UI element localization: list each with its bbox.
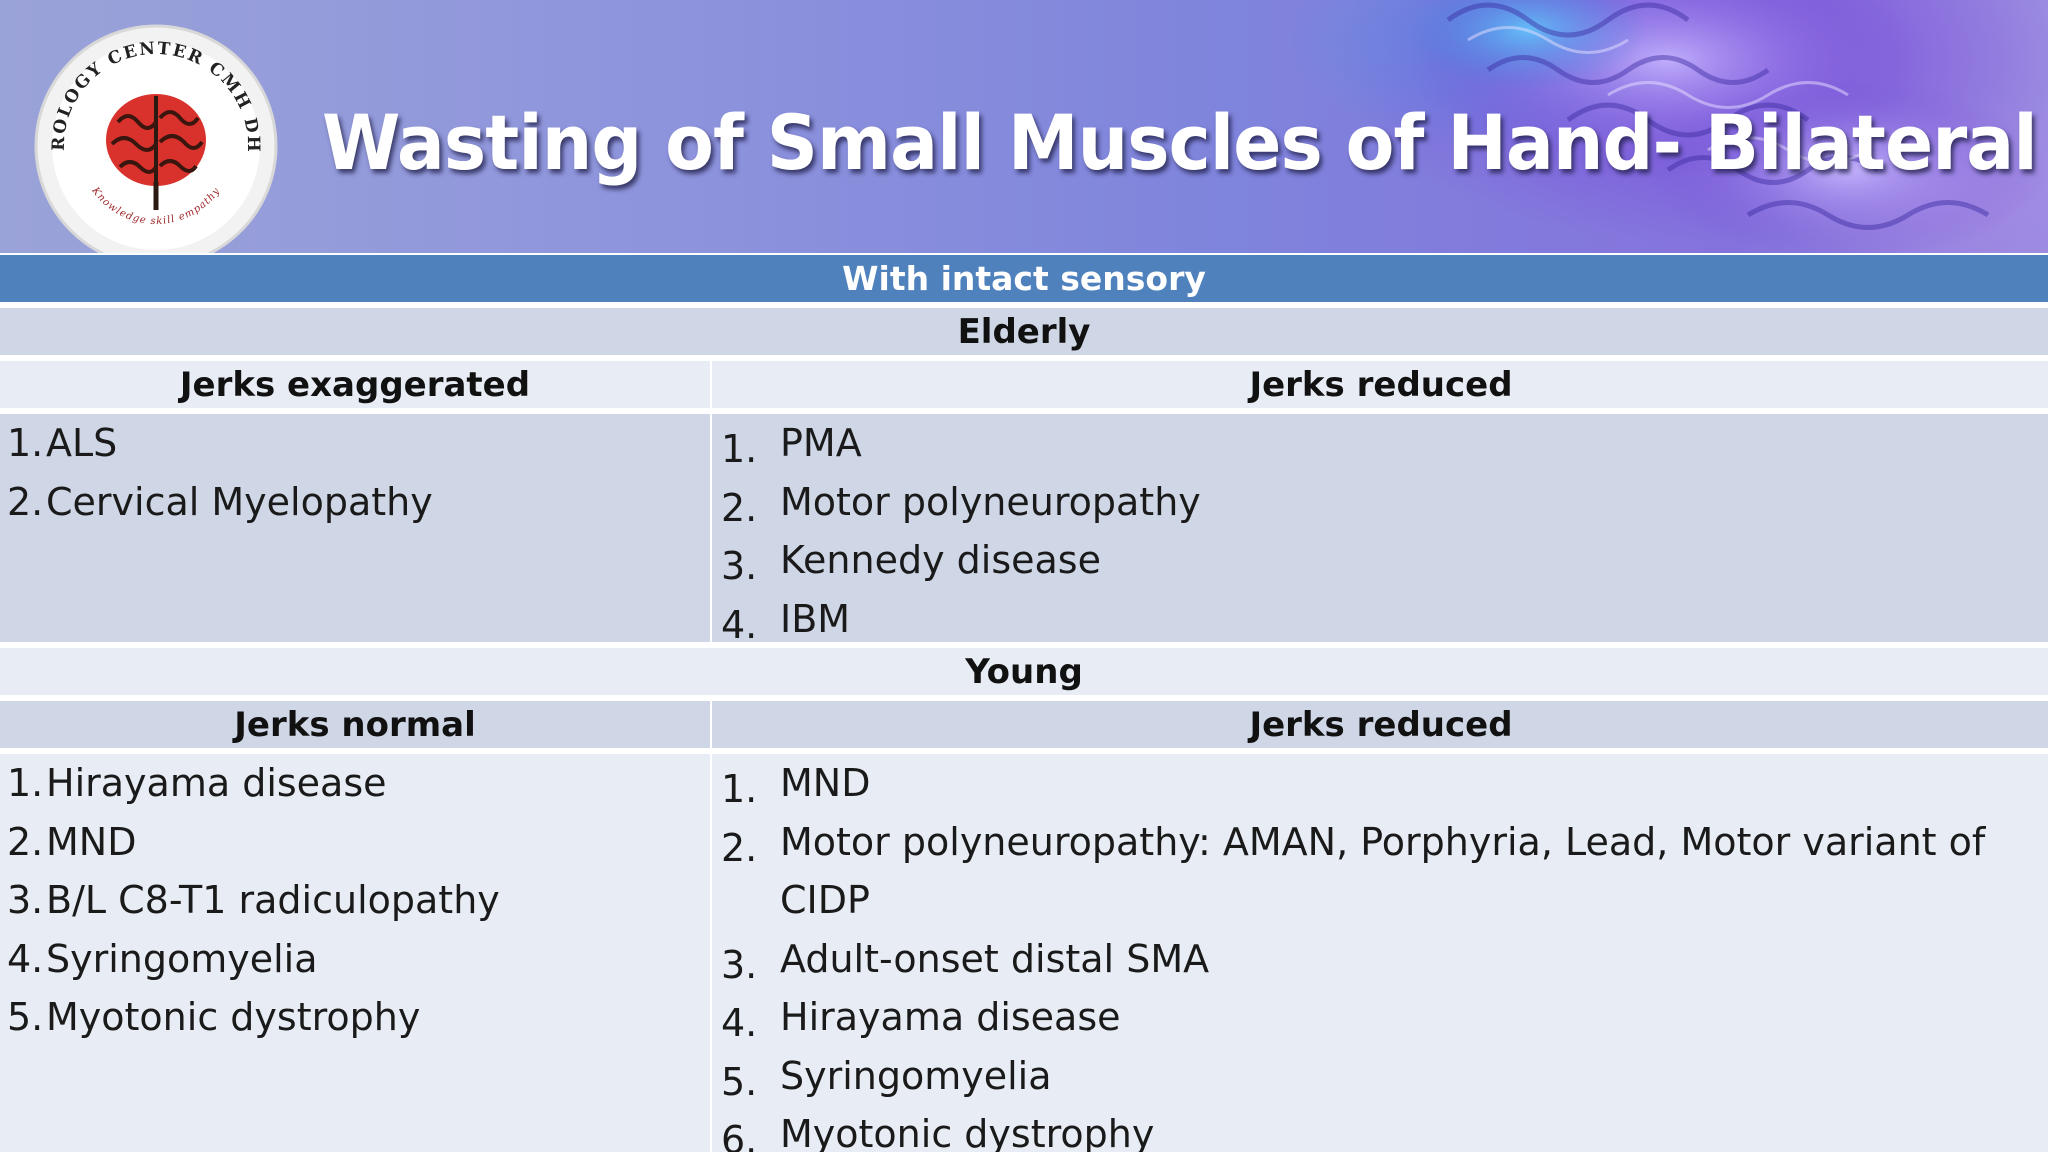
elderly-exaggerated-list: 1. ALS 2. Cervical Myelopathy — [0, 414, 710, 531]
list-item: 4. Hirayama disease — [714, 988, 1988, 1047]
section-title-young: Young — [0, 648, 2048, 698]
item-number: 1. — [7, 421, 44, 465]
item-text: Cervical Myelopathy — [46, 479, 433, 524]
list-item: 6. Myotonic dystrophy — [714, 1105, 1988, 1152]
item-text: B/L C8-T1 radiculopathy — [46, 878, 500, 922]
item-text: Kennedy disease — [780, 538, 1101, 582]
item-text: Hirayama disease — [46, 761, 387, 805]
young-right-cell: 1. MND 2. Motor polyneuropathy: AMAN, Porp… — [714, 754, 2048, 1152]
item-text: MND — [780, 761, 871, 805]
list-item: 2. Motor polyneuropathy — [714, 473, 2048, 532]
item-text: Myotonic dystrophy — [780, 1112, 1155, 1152]
list-item: 2. MND — [0, 813, 710, 872]
elderly-column-headers: Jerks exaggerated Jerks reduced — [0, 361, 2048, 411]
list-item: 2. Motor polyneuropathy: AMAN, Porphyria,… — [714, 813, 1988, 930]
item-number: 4. — [7, 936, 44, 981]
item-text: PMA — [780, 421, 862, 465]
item-number: 3. — [7, 878, 44, 922]
item-number: 3. — [721, 942, 758, 987]
item-text: MND — [46, 819, 137, 864]
list-item: 3. B/L C8-T1 radiculopathy — [0, 871, 710, 930]
section-title-text: Young — [965, 651, 1083, 692]
column-header-right: Jerks reduced — [714, 361, 2048, 408]
list-item: 1. Hirayama disease — [0, 754, 710, 813]
item-number: 1. — [721, 767, 758, 811]
item-text: Adult-onset distal SMA — [780, 936, 1210, 981]
list-item: 1. PMA — [714, 414, 2048, 473]
banner-text: With intact sensory — [842, 259, 1206, 298]
brain-illustration — [1408, 0, 2048, 253]
item-text: IBM — [780, 596, 851, 641]
section-title-text: Elderly — [957, 311, 1091, 352]
item-number: 2. — [721, 825, 758, 870]
item-text: Motor polyneuropathy — [780, 479, 1201, 524]
list-item: 3. Kennedy disease — [714, 531, 2048, 590]
slide-title: Wasting of Small Muscles of Hand- Bilate… — [322, 98, 2038, 187]
differential-table: With intact sensory Elderly Jerks exagge… — [0, 255, 2048, 1152]
table-banner: With intact sensory — [0, 255, 2048, 305]
item-number: 4. — [721, 602, 758, 647]
column-header-left: Jerks normal — [0, 701, 712, 748]
young-normal-list: 1. Hirayama disease 2. MND 3. B/L C8-T1 rad… — [0, 754, 710, 1047]
item-number: 3. — [721, 544, 758, 588]
elderly-right-cell: 1. PMA 2. Motor polyneuropathy 3. Kennedy d… — [714, 414, 2048, 647]
young-left-cell: 1. Hirayama disease 2. MND 3. B/L C8-T1 rad… — [0, 754, 712, 1152]
elderly-reduced-list: 1. PMA 2. Motor polyneuropathy 3. Kennedy d… — [714, 414, 2048, 648]
item-text: Motor polyneuropathy: AMAN, Porphyria, L… — [780, 819, 1986, 923]
item-number: 1. — [7, 761, 44, 805]
item-number: 2. — [7, 819, 44, 864]
item-number: 5. — [7, 995, 44, 1039]
column-header-right: Jerks reduced — [714, 701, 2048, 748]
slide-header: NEUROLOGY CENTER CMH DHAKA Knowledge ski… — [0, 0, 2048, 253]
item-text: Syringomyelia — [780, 1053, 1052, 1098]
list-item: 2. Cervical Myelopathy — [0, 473, 710, 532]
list-item: 5. Myotonic dystrophy — [0, 988, 710, 1047]
item-number: 1. — [721, 427, 758, 471]
item-number: 2. — [721, 485, 758, 530]
list-item: 4. Syringomyelia — [0, 930, 710, 989]
item-number: 6. — [721, 1118, 758, 1152]
neurology-center-logo: NEUROLOGY CENTER CMH DHAKA Knowledge ski… — [32, 22, 278, 253]
item-text: Hirayama disease — [780, 995, 1121, 1039]
item-text: Myotonic dystrophy — [46, 995, 421, 1039]
brain-icon — [106, 94, 206, 210]
item-text: Syringomyelia — [46, 936, 318, 981]
section-title-elderly: Elderly — [0, 308, 2048, 358]
list-item: 1. ALS — [0, 414, 710, 473]
column-header-text: Jerks exaggerated — [179, 364, 531, 405]
list-item: 3. Adult-onset distal SMA — [714, 930, 1988, 989]
item-number: 4. — [721, 1001, 758, 1045]
column-header-text: Jerks reduced — [1249, 704, 1513, 745]
item-number: 5. — [721, 1059, 758, 1104]
young-column-headers: Jerks normal Jerks reduced — [0, 701, 2048, 751]
column-header-left: Jerks exaggerated — [0, 361, 712, 408]
item-number: 2. — [7, 479, 44, 524]
list-item: 5. Syringomyelia — [714, 1047, 1988, 1106]
elderly-body-row: 1. ALS 2. Cervical Myelopathy 1. PMA 2. Moto… — [0, 414, 2048, 647]
young-body-row: 1. Hirayama disease 2. MND 3. B/L C8-T1 rad… — [0, 754, 2048, 1152]
list-item: 1. MND — [714, 754, 1988, 813]
list-item: 4. IBM — [714, 590, 2048, 649]
column-header-text: Jerks reduced — [1249, 364, 1513, 405]
young-reduced-list: 1. MND 2. Motor polyneuropathy: AMAN, Porp… — [714, 754, 1988, 1152]
elderly-left-cell: 1. ALS 2. Cervical Myelopathy — [0, 414, 712, 642]
column-header-text: Jerks normal — [234, 704, 476, 745]
item-text: ALS — [46, 421, 118, 465]
